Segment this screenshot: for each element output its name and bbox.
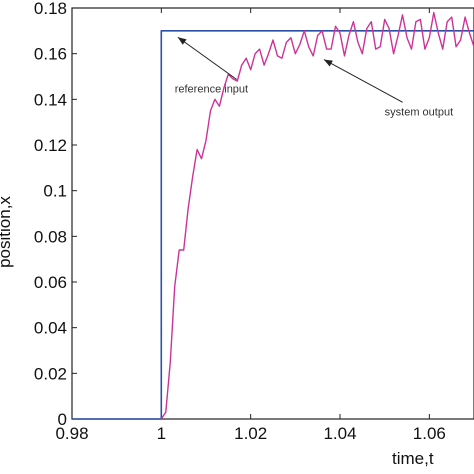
y-tick-label: 0.08: [34, 227, 67, 246]
x-tick-label: 1: [157, 424, 166, 443]
x-tick-label: 1.04: [323, 424, 356, 443]
y-tick-label: 0.06: [34, 273, 67, 292]
y-tick-label: 0.04: [34, 319, 67, 338]
series-line-system-output: [160, 11, 474, 420]
annotation-label: reference input: [175, 83, 248, 95]
series-group: [72, 11, 474, 420]
x-tick-label: 1.02: [234, 424, 267, 443]
y-tick-label: 0.12: [34, 136, 67, 155]
x-tick-label: 0.98: [55, 424, 88, 443]
annotation-arrowhead: [177, 37, 187, 45]
annotation-label: system output: [385, 106, 453, 118]
annotations: reference input system output: [175, 36, 453, 118]
y-tick-label: 0.02: [34, 364, 67, 383]
y-tick-label: 0.1: [43, 182, 67, 201]
y-tick-label: 0.16: [34, 45, 67, 64]
annotation-arrow-line: [177, 36, 238, 80]
plot-frame: [71, 7, 474, 420]
y-tick-label: 0: [58, 410, 67, 429]
tick-labels: 0.98 1 1.02 1.04 1.06 0 0.02 0.04 0.06 0.08 0.1 0.1…: [34, 0, 446, 443]
annotation-arrow-line: [323, 59, 403, 103]
series-line-reference-input: [72, 30, 474, 420]
x-tick-label: 1.06: [413, 424, 446, 443]
y-axis-label: position,x: [0, 196, 14, 268]
annotation-arrowhead: [323, 59, 333, 67]
y-tick-label: 0.14: [34, 90, 67, 109]
y-tick-label: 0.18: [34, 0, 67, 18]
axes: [71, 7, 474, 420]
x-axis-label: time,t: [392, 449, 434, 468]
